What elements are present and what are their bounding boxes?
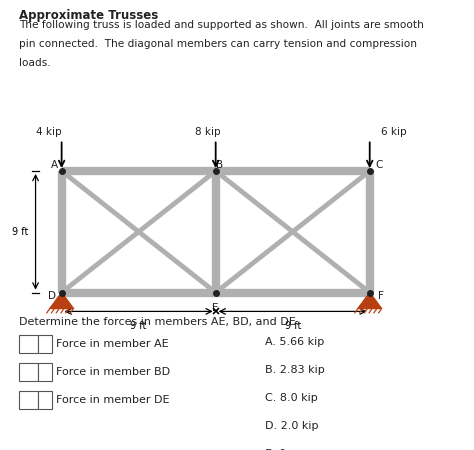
Text: F: F: [378, 291, 384, 301]
Text: D. 2.0 kip: D. 2.0 kip: [265, 421, 319, 431]
Text: Force in member AE: Force in member AE: [56, 339, 169, 349]
Text: -: -: [24, 395, 27, 405]
Text: C. 8.0 kip: C. 8.0 kip: [265, 393, 318, 403]
Polygon shape: [50, 292, 73, 309]
Text: D: D: [48, 291, 56, 301]
Text: B: B: [216, 160, 223, 170]
Text: ∨: ∨: [41, 367, 49, 377]
Text: -: -: [24, 367, 27, 377]
Text: Determine the forces in members AE, BD, and DE.: Determine the forces in members AE, BD, …: [19, 317, 300, 327]
FancyBboxPatch shape: [38, 363, 52, 381]
Text: -: -: [24, 339, 27, 349]
Text: 9 ft: 9 ft: [284, 321, 301, 331]
Text: pin connected.  The diagonal members can carry tension and compression: pin connected. The diagonal members can …: [19, 39, 417, 49]
Text: E. 0: E. 0: [265, 449, 287, 450]
FancyBboxPatch shape: [38, 335, 52, 353]
Text: Force in member DE: Force in member DE: [56, 395, 169, 405]
Text: A. 5.66 kip: A. 5.66 kip: [265, 337, 325, 347]
Text: Force in member BD: Force in member BD: [56, 367, 170, 377]
Polygon shape: [358, 292, 382, 309]
Text: 9 ft: 9 ft: [12, 227, 28, 237]
Text: The following truss is loaded and supported as shown.  All joints are smooth: The following truss is loaded and suppor…: [19, 20, 424, 30]
Text: B. 2.83 kip: B. 2.83 kip: [265, 365, 325, 375]
Text: 4 kip: 4 kip: [36, 127, 62, 137]
Text: 9 ft: 9 ft: [130, 321, 147, 331]
FancyBboxPatch shape: [38, 391, 52, 409]
FancyBboxPatch shape: [19, 363, 38, 381]
Text: ∨: ∨: [41, 395, 49, 405]
Text: Approximate Trusses: Approximate Trusses: [19, 9, 158, 22]
Text: 8 kip: 8 kip: [195, 127, 221, 137]
Text: C: C: [375, 160, 383, 170]
Text: A: A: [50, 160, 58, 170]
Text: 6 kip: 6 kip: [381, 127, 406, 137]
FancyBboxPatch shape: [19, 391, 38, 409]
Text: loads.: loads.: [19, 58, 51, 68]
FancyBboxPatch shape: [19, 335, 38, 353]
Text: E: E: [212, 303, 219, 313]
Text: ∨: ∨: [41, 339, 49, 349]
